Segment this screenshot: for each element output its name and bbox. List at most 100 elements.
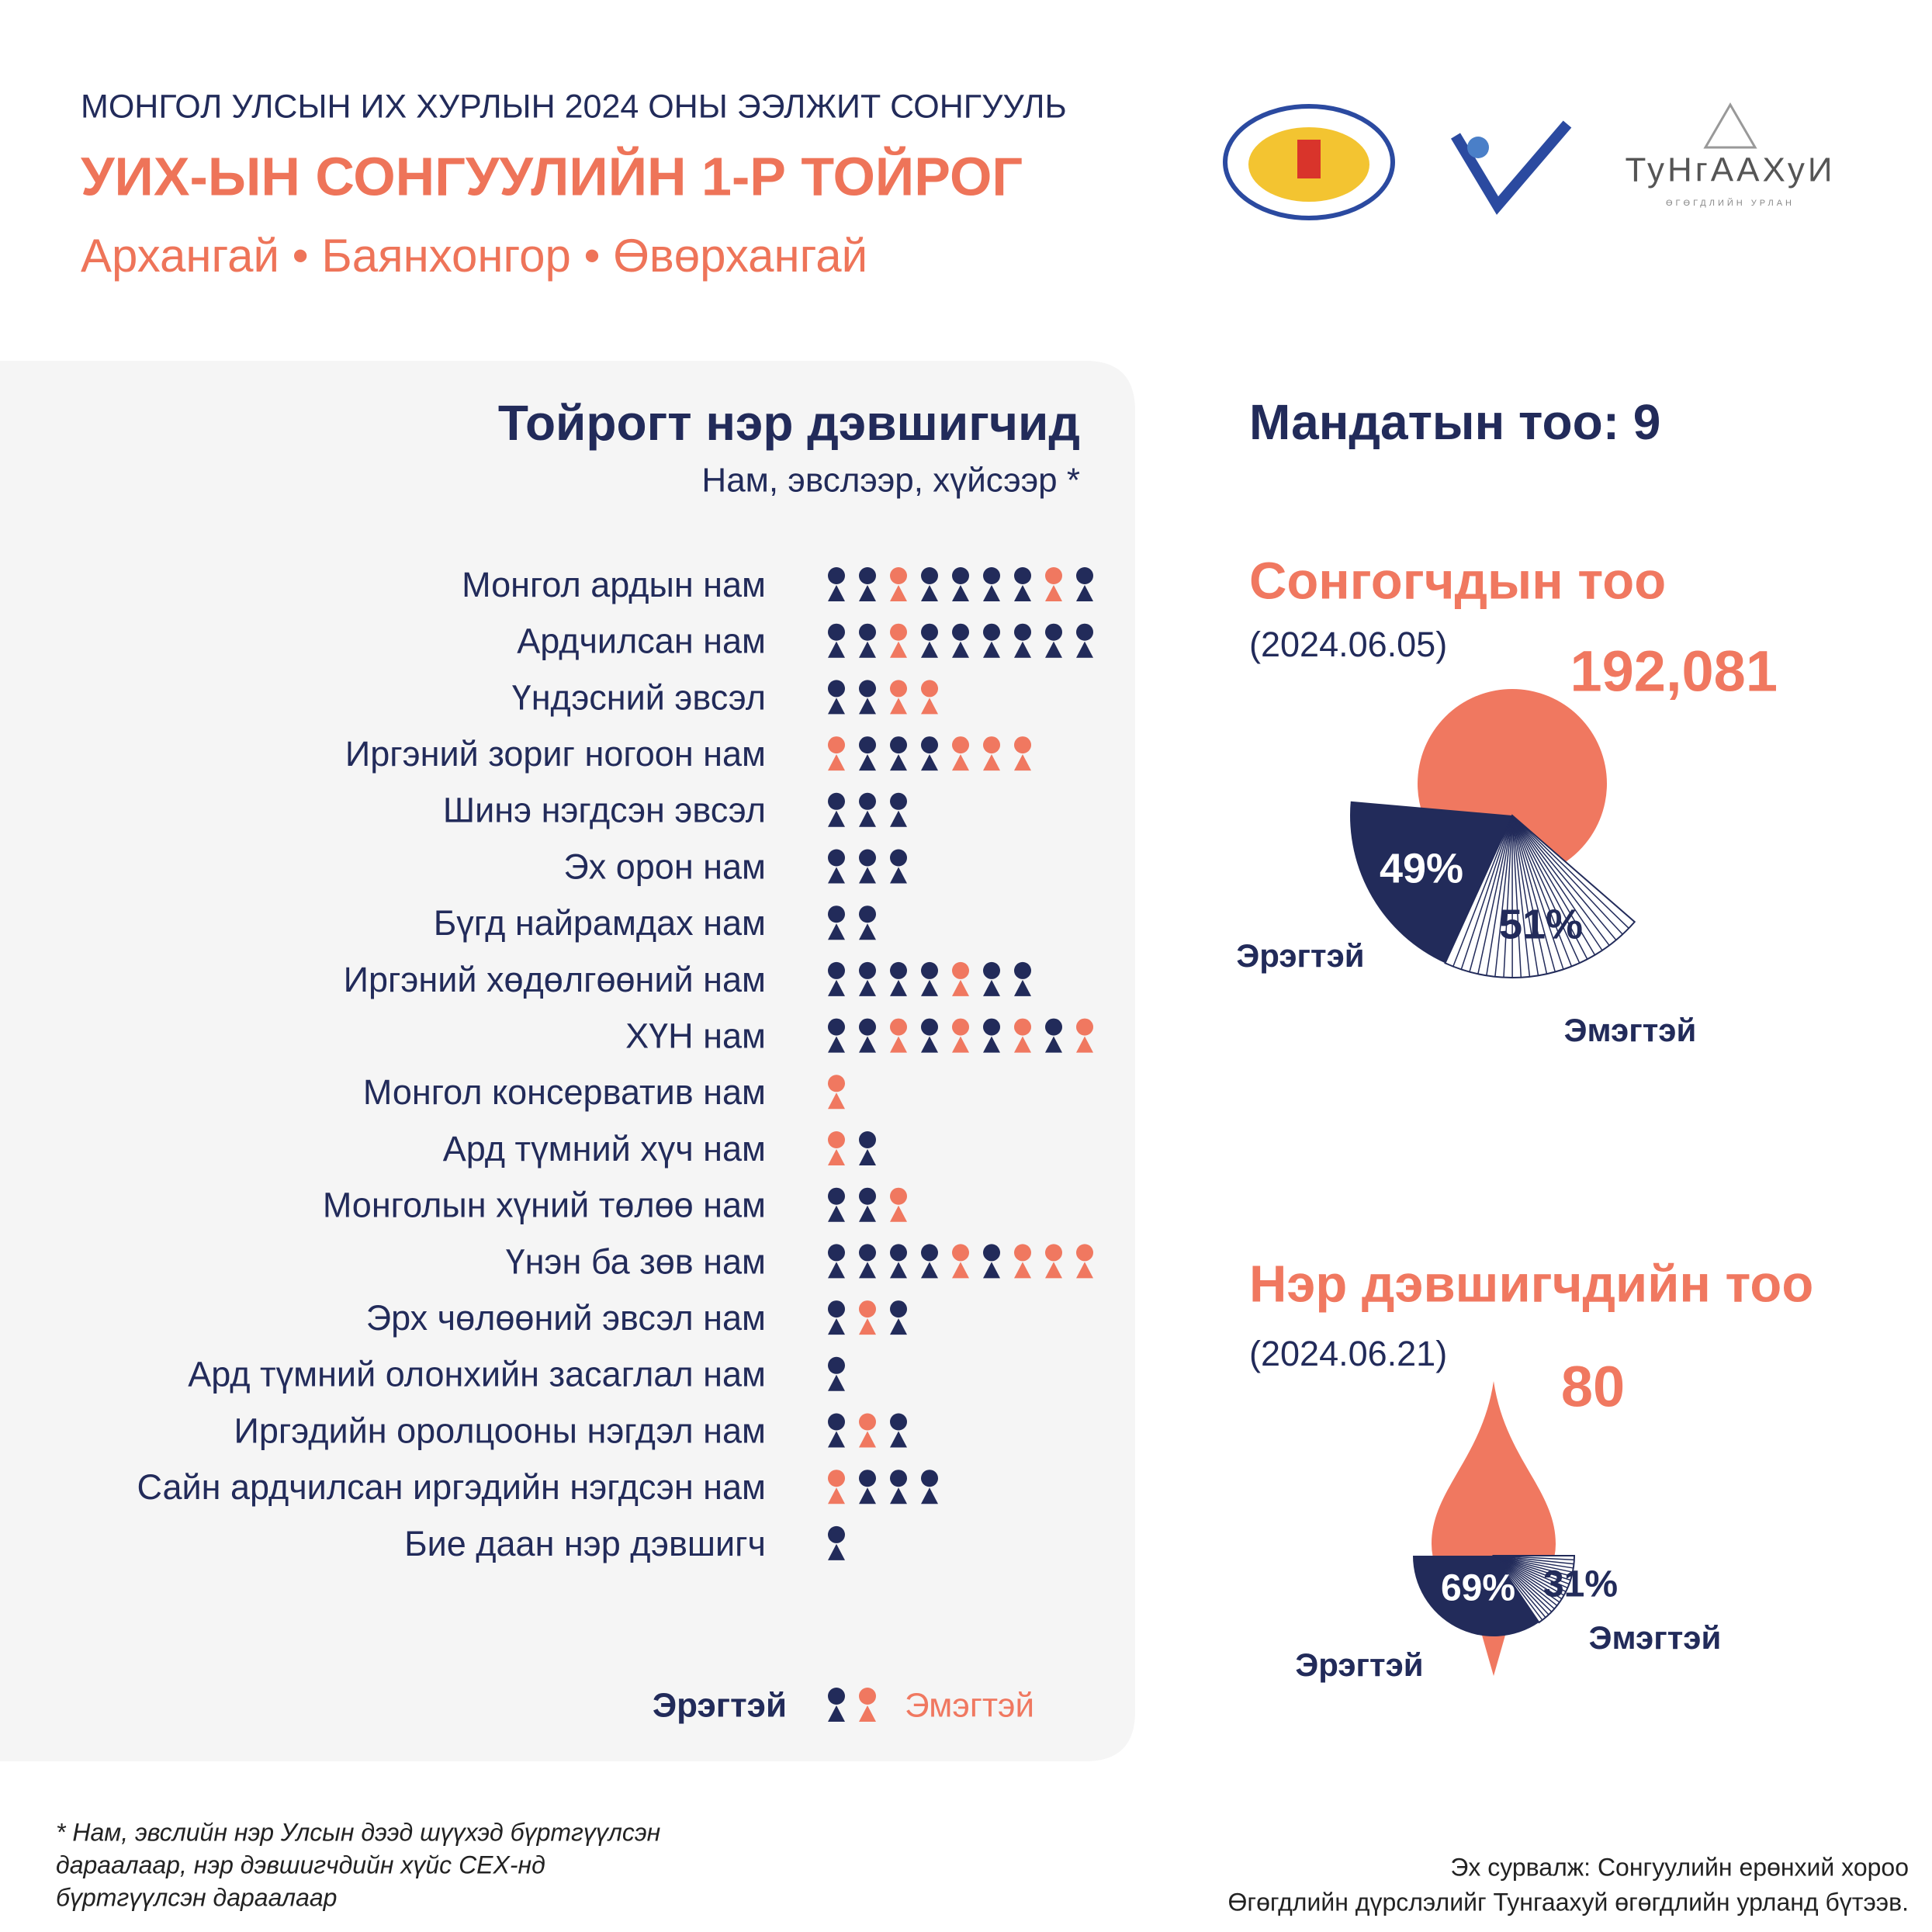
candidate-icon xyxy=(952,567,969,601)
icon-head xyxy=(890,792,907,810)
icon-head xyxy=(952,961,969,979)
candidate-icon xyxy=(859,1187,876,1222)
icon-head xyxy=(921,567,938,584)
hatch-line xyxy=(1486,815,1513,976)
icon-body xyxy=(890,1318,907,1335)
pie-slice xyxy=(1350,801,1512,964)
mandates-label: Мандатын тоо: xyxy=(1249,394,1619,450)
candidate-icon xyxy=(859,736,876,771)
icon-head xyxy=(890,736,907,754)
supertitle: МОНГОЛ УЛСЫН ИХ ХУРЛЫН 2024 ОНЫ ЭЭЛЖИТ С… xyxy=(81,88,1067,125)
slice-label: 51% xyxy=(1499,901,1583,947)
candidate-icon xyxy=(1045,1018,1062,1053)
icon-head xyxy=(859,1131,876,1148)
candidate-icon xyxy=(1076,567,1093,601)
icon-body xyxy=(890,1262,907,1279)
candidate-icon xyxy=(828,1413,845,1448)
candidate-icon xyxy=(859,1470,876,1504)
icon-body xyxy=(828,1705,845,1722)
candidate-icon xyxy=(828,1525,845,1560)
candidate-icon xyxy=(921,1470,938,1504)
hatch-line xyxy=(1511,815,1539,976)
hatch-line xyxy=(1511,815,1531,977)
icon-body xyxy=(1014,641,1031,658)
icon-body xyxy=(890,585,907,601)
hatch-line xyxy=(1493,1555,1573,1573)
icon-body xyxy=(890,1487,907,1504)
icon-body xyxy=(983,754,1000,771)
icon-head xyxy=(890,567,907,584)
icon-body xyxy=(1076,641,1093,658)
region: Өвөрхангай xyxy=(613,230,867,282)
candidate-icon xyxy=(1014,1018,1031,1053)
hatch-line xyxy=(1493,1555,1555,1609)
candidate-icon xyxy=(859,1413,876,1448)
hatch-line xyxy=(1511,815,1596,956)
candidate-icon xyxy=(983,623,1000,658)
hatch-line xyxy=(1493,1555,1549,1615)
candidate-icon xyxy=(890,1244,907,1279)
candidate-icon xyxy=(983,1244,1000,1279)
logo-check-dot xyxy=(1467,137,1489,158)
hatch-line xyxy=(1511,815,1617,941)
icon-body xyxy=(828,1205,845,1222)
region: Архангай xyxy=(81,230,279,282)
title: УИХ-ЫН СОНГУУЛИЙН 1-Р ТОЙРОГ xyxy=(81,145,1023,206)
hatch-line xyxy=(1493,1555,1558,1606)
icon-body xyxy=(1076,1036,1093,1053)
candidate-icon xyxy=(859,792,876,827)
party-name: Ард түмний олонхийн засаглал нам xyxy=(188,1355,766,1394)
legend-female: Эмэгтэй xyxy=(905,1687,1034,1725)
candidate-icon xyxy=(859,1300,876,1335)
icon-body xyxy=(890,1205,907,1222)
icon-head xyxy=(983,961,1000,979)
icon-body xyxy=(921,641,938,658)
hatch-line xyxy=(1511,815,1603,951)
icon-body xyxy=(1014,979,1031,996)
icon-head xyxy=(983,623,1000,641)
icon-body xyxy=(828,1374,845,1391)
candidate-icon xyxy=(828,567,845,601)
icon-body xyxy=(1014,585,1031,601)
candidate-icon xyxy=(828,1300,845,1335)
region: Баянхонгор xyxy=(321,230,571,282)
candidate-icon xyxy=(921,567,938,601)
icon-body xyxy=(859,754,876,771)
icon-body xyxy=(952,1036,969,1053)
icon-head xyxy=(1076,623,1093,641)
icon-body xyxy=(952,754,969,771)
slice-category: Эмэгтэй xyxy=(1589,1619,1722,1656)
candidate-icon xyxy=(1076,1244,1093,1279)
icon-head xyxy=(828,1300,845,1318)
icon-body xyxy=(952,585,969,601)
footnote-line: бүртгүүлсэн дараалаар xyxy=(56,1883,337,1911)
icon-body xyxy=(952,1262,969,1279)
icon-head xyxy=(952,736,969,754)
icon-head xyxy=(828,1244,845,1262)
icon-head xyxy=(859,567,876,584)
hatch-line xyxy=(1511,815,1556,972)
candidate-icon xyxy=(1014,1244,1031,1279)
candidate-icon xyxy=(828,1470,845,1504)
icon-head xyxy=(859,849,876,867)
chart-title: Нэр дэвшигчдийн тоо xyxy=(1249,1255,1813,1314)
icon-body xyxy=(828,698,845,715)
icon-head xyxy=(890,1187,907,1205)
candidate-icon xyxy=(828,1688,845,1722)
logo-brand-mark xyxy=(1703,102,1757,149)
panel-subtitle: Нам, эвслээр, хүйсээр * xyxy=(701,462,1080,500)
icon-body xyxy=(921,979,938,996)
hatch-line xyxy=(1493,1555,1565,1596)
icon-head xyxy=(828,736,845,754)
icon-head xyxy=(921,1018,938,1036)
hatch-line xyxy=(1511,815,1623,935)
party-name: Монголын хүний төлөө нам xyxy=(323,1186,766,1225)
icon-head xyxy=(859,961,876,979)
icon-head xyxy=(859,905,876,923)
icon-head xyxy=(828,1187,845,1205)
icon-head xyxy=(890,1413,907,1431)
icon-head xyxy=(828,1413,845,1431)
total-mark xyxy=(1432,1381,1556,1606)
candidate-icon xyxy=(983,567,1000,601)
candidate-icon xyxy=(890,1018,907,1053)
